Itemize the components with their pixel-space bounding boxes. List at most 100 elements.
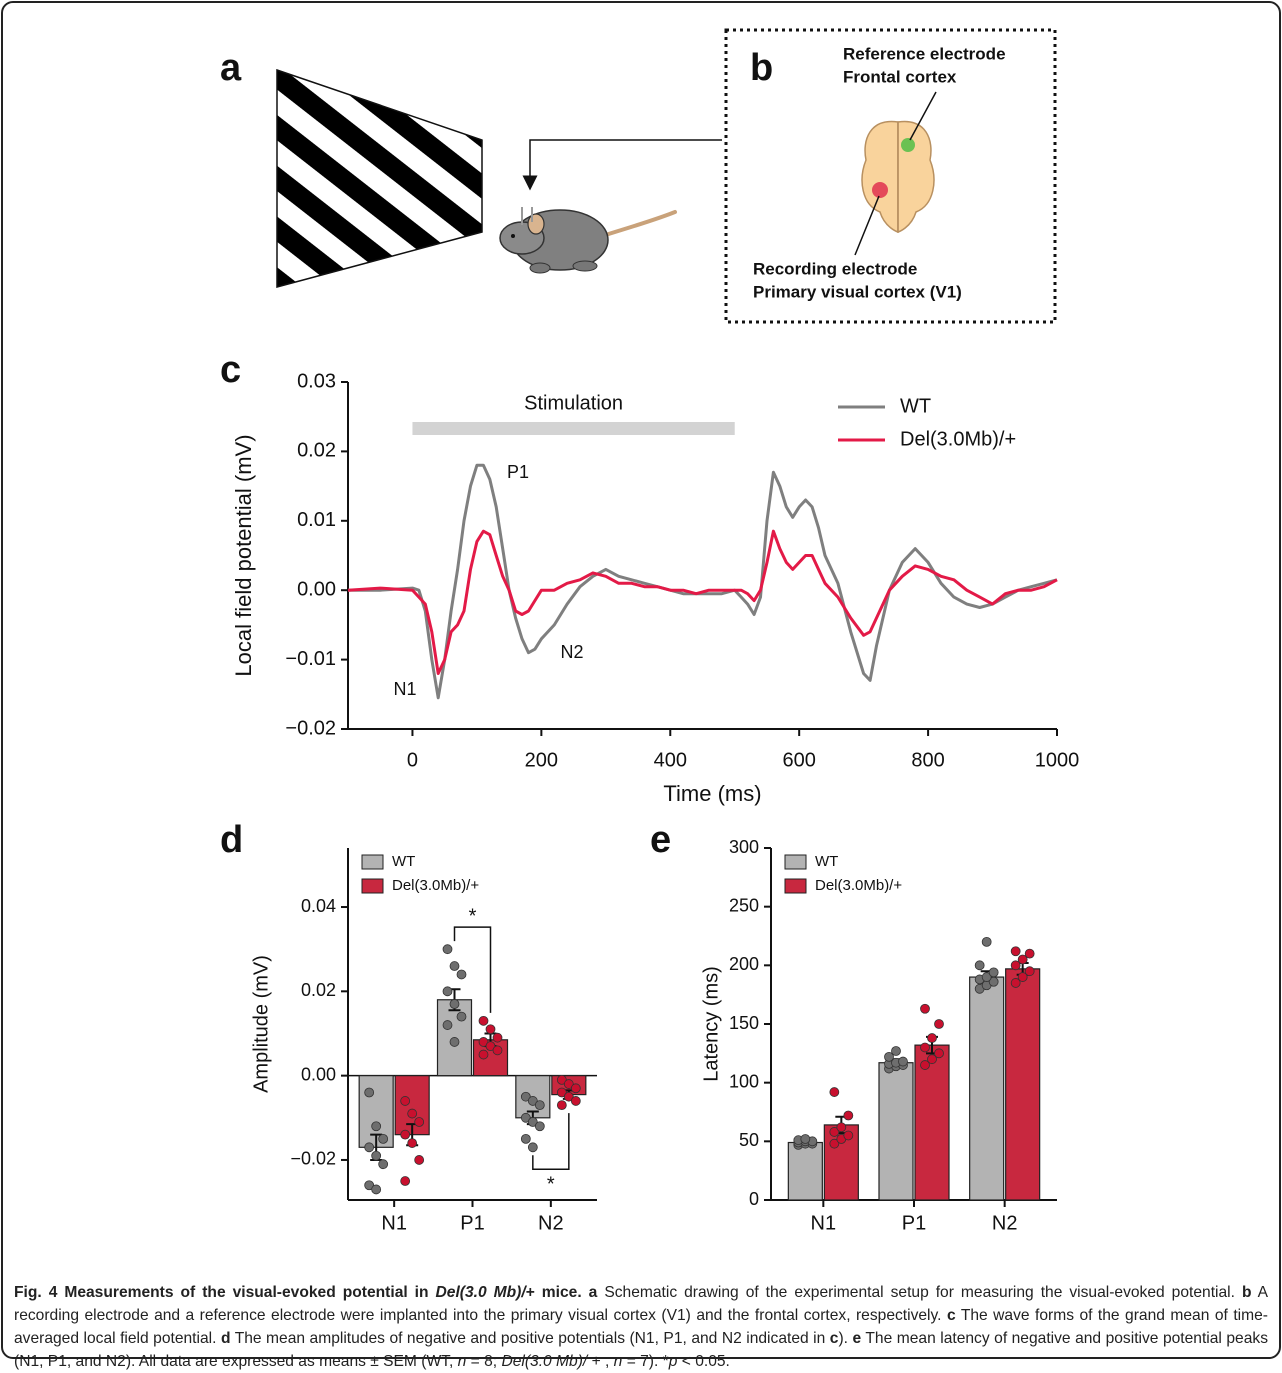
significance-label: *: [469, 905, 477, 927]
series-line: [347, 529, 1058, 675]
data-point: [520, 1091, 531, 1102]
stimulation-label: Stimulation: [524, 392, 623, 414]
data-point: [527, 1142, 538, 1153]
peak-label: P1: [507, 462, 529, 482]
data-point: [414, 1155, 425, 1165]
significance-bracket: [453, 926, 492, 1013]
legend-label: WT: [392, 853, 415, 870]
y-tick-label: 0.00: [297, 578, 336, 600]
significance-bracket: [532, 1113, 570, 1171]
y-tick-label: 0.02: [297, 440, 336, 462]
data-point: [449, 999, 460, 1009]
data-point: [556, 1100, 567, 1111]
diagram-label: Reference electrode: [843, 44, 1006, 63]
series-line: [348, 463, 1058, 700]
y-tick-label: 100: [729, 1071, 759, 1091]
data-point: [407, 1138, 418, 1148]
data-point: [442, 1020, 453, 1030]
panel-letter: a: [220, 47, 242, 89]
data-point: [527, 1117, 538, 1127]
data-point: [371, 1150, 382, 1161]
x-axis-label: Time (ms): [663, 781, 761, 806]
data-point: [520, 1112, 531, 1123]
bar: [969, 976, 1005, 1201]
data-point: [556, 1074, 567, 1085]
data-point: [371, 1184, 382, 1195]
y-tick-label: 0.04: [301, 896, 336, 916]
data-point: [520, 1133, 531, 1144]
data-point: [800, 1134, 811, 1144]
data-point: [934, 1048, 944, 1059]
caption-text: A recording electrode and a reference el…: [14, 1284, 1269, 1324]
data-point: [534, 1121, 545, 1132]
caption-text: Del(3.0 Mb)/: [435, 1284, 526, 1301]
data-point: [371, 1121, 382, 1132]
data-point: [891, 1046, 901, 1056]
caption-text: = 7). *: [622, 1353, 669, 1370]
peak-label: N2: [560, 642, 583, 662]
x-tick-label: 0: [407, 749, 418, 771]
bar: [787, 1141, 823, 1201]
data-point: [570, 1083, 581, 1094]
legend-label: Del(3.0Mb)/+: [392, 877, 479, 894]
data-point: [378, 1133, 389, 1144]
data-point: [563, 1079, 574, 1089]
data-point: [1010, 946, 1021, 957]
data-point: [364, 1180, 375, 1191]
diagram-label: Frontal cortex: [843, 67, 957, 86]
x-tick-label: P1: [902, 1212, 926, 1234]
data-point: [563, 1091, 574, 1102]
data-point: [442, 986, 453, 997]
data-point: [1024, 966, 1035, 977]
data-point: [485, 1024, 496, 1035]
stimulation-bar: [412, 422, 735, 435]
mouse: [499, 207, 677, 274]
data-point: [378, 1159, 389, 1170]
caption-text: Fig. 4 Measurements of the visual-evoked…: [14, 1284, 436, 1301]
y-tick-label: −0.01: [285, 648, 336, 670]
data-point: [920, 1003, 930, 1014]
data-point: [1010, 978, 1021, 988]
caption-text: c: [829, 1330, 839, 1347]
y-tick-label: 0.03: [297, 370, 336, 392]
inset-box: [724, 28, 1057, 324]
caption-text: d: [220, 1330, 231, 1347]
caption-text: = 8;: [466, 1353, 502, 1370]
data-point: [934, 1019, 944, 1029]
data-point: [492, 1045, 503, 1056]
data-point: [1024, 948, 1035, 959]
y-tick-label: 0.01: [297, 509, 336, 531]
panel-letter: b: [750, 47, 773, 89]
significance-label: *: [547, 1174, 555, 1196]
y-tick-label: 0.00: [301, 1064, 336, 1084]
caption-text: The wave forms of the grand mean of time…: [14, 1307, 1268, 1347]
brain: [854, 91, 937, 256]
data-point: [534, 1100, 545, 1111]
peak-label: N1: [393, 679, 416, 699]
data-point: [981, 936, 992, 947]
legend-swatch: [784, 878, 807, 894]
x-tick-label: N2: [992, 1212, 1018, 1234]
legend-swatch: [361, 854, 384, 870]
data-point: [400, 1096, 411, 1106]
caption-text: b: [1241, 1284, 1252, 1301]
data-point: [478, 1015, 489, 1026]
panel-letter: e: [650, 819, 671, 861]
x-tick-label: 400: [654, 749, 687, 771]
y-tick-label: 50: [739, 1130, 759, 1150]
data-point: [485, 1041, 496, 1052]
data-point: [829, 1138, 840, 1149]
legend-label: Del(3.0Mb)/+: [815, 877, 902, 894]
data-point: [884, 1051, 894, 1062]
panel-letter: c: [220, 349, 241, 391]
caption-text: Del(3.0 Mb)/: [501, 1353, 588, 1370]
data-point: [836, 1122, 847, 1133]
data-point: [364, 1142, 375, 1153]
x-tick-label: N2: [538, 1212, 564, 1234]
data-point: [449, 961, 460, 971]
data-point: [456, 969, 467, 980]
data-point: [920, 1060, 930, 1070]
bar: [1005, 968, 1041, 1201]
data-point: [442, 944, 453, 955]
